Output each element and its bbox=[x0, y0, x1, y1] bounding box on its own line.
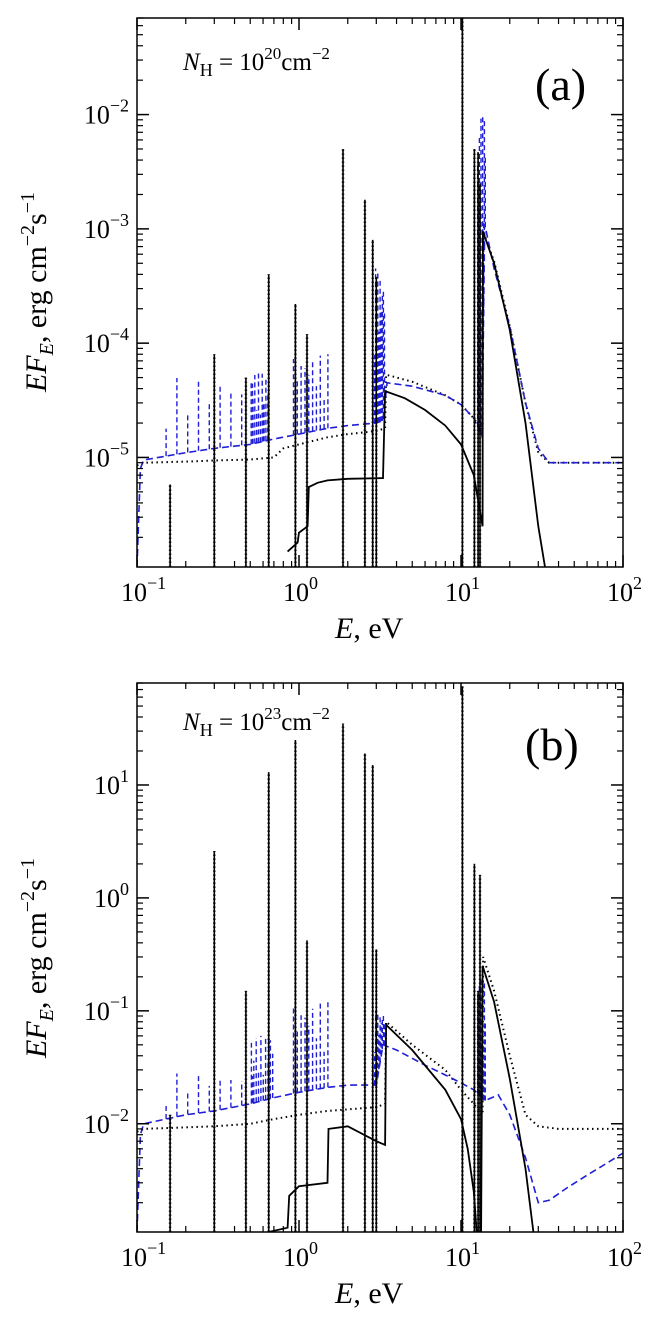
panel-a-xtick-label: 10−1 bbox=[121, 573, 166, 607]
panel-a-xtick-label: 101 bbox=[445, 573, 480, 607]
panel-b-series bbox=[137, 686, 623, 1232]
panel-b-xlabel: E, eV bbox=[334, 1277, 404, 1310]
panel-b-solid-series bbox=[268, 965, 535, 1232]
panel-b-xtick-label: 101 bbox=[445, 1238, 480, 1272]
panel-a-ylabel: EFE, erg cm−2s−1 bbox=[17, 192, 58, 393]
panel-b-ytick-label: 100 bbox=[94, 879, 129, 913]
panel-a-frame bbox=[136, 17, 624, 568]
panel-b-dotted-series bbox=[137, 956, 623, 1133]
panel-a-ytick-label: 10−2 bbox=[84, 96, 129, 130]
panel-b-xtick-label: 10−1 bbox=[121, 1238, 166, 1272]
panel-a-xtick-label: 102 bbox=[607, 573, 642, 607]
panel-a-ytick-label: 10−5 bbox=[84, 438, 129, 472]
panel-a-series bbox=[137, 18, 623, 567]
panel-a-xtick-label: 100 bbox=[283, 573, 318, 607]
panel-b-ytick-label: 101 bbox=[94, 766, 129, 800]
panel-b-xtick-label: 100 bbox=[283, 1238, 318, 1272]
panel-a: 10−1 100 101 102 10−5 10−4 10−3 10−2 (a) NH = 1… bbox=[17, 17, 642, 645]
panel-b: 10−1 100 101 102 10−2 10−1 100 101 (b) NH = 102… bbox=[17, 682, 642, 1310]
panel-a-ytick-label: 10−4 bbox=[84, 324, 129, 358]
panel-b-dashed-series bbox=[137, 1043, 623, 1232]
panel-a-dashed-series bbox=[137, 223, 623, 567]
panel-b-tick-labels: 10−1 100 101 102 10−2 10−1 100 101 bbox=[84, 766, 642, 1272]
panel-b-xtick-label: 102 bbox=[607, 1238, 642, 1272]
panel-a-letter: (a) bbox=[535, 59, 586, 110]
panel-a-annotation: NH = 1020cm−2 bbox=[182, 44, 330, 80]
panel-a-solid-series bbox=[286, 231, 546, 567]
panel-a-xlabel: E, eV bbox=[334, 612, 404, 645]
panel-b-annotation: NH = 1023cm−2 bbox=[182, 704, 330, 740]
panel-b-ylabel: EFE, erg cm−2s−1 bbox=[17, 858, 58, 1059]
panel-a-tick-labels: 10−1 100 101 102 10−5 10−4 10−3 10−2 bbox=[84, 96, 642, 607]
panel-a-ticks bbox=[136, 17, 624, 567]
panel-b-letter: (b) bbox=[525, 719, 579, 770]
panel-a-ytick-label: 10−3 bbox=[84, 210, 129, 244]
panel-b-ticks bbox=[136, 682, 624, 1232]
panel-b-ytick-label: 10−2 bbox=[84, 1105, 129, 1139]
panel-b-ytick-label: 10−1 bbox=[84, 992, 129, 1026]
